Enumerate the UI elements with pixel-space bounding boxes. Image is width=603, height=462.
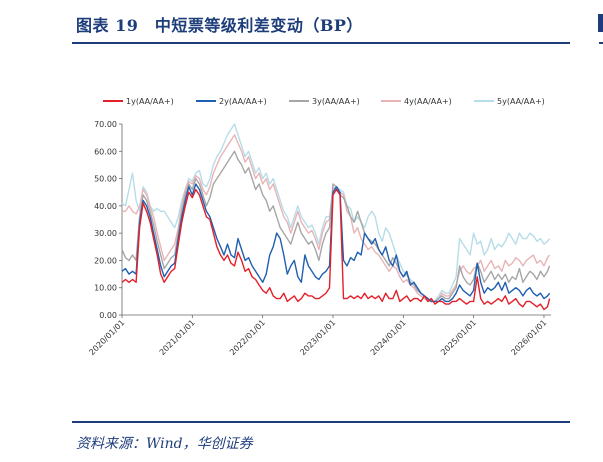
series-line-1y <box>121 188 551 311</box>
title-divider <box>72 42 570 44</box>
y-axis: 0.00 10.00 20.00 30.00 40.00 50.00 60.00 70.00 <box>94 120 123 320</box>
y-tick-label: 50.00 <box>94 175 117 184</box>
y-tick-label: 10.00 <box>94 284 117 293</box>
x-tick-label: 2022/01/01 <box>228 318 267 357</box>
y-tick-label: 20.00 <box>94 256 117 265</box>
y-tick-label: 60.00 <box>94 147 117 156</box>
legend-label: 4y(AA/AA+) <box>404 97 452 106</box>
series-line-3y <box>121 150 551 303</box>
title-divider-edge <box>599 42 603 44</box>
series-line-5y <box>121 123 551 303</box>
x-axis: 2020/01/01 2021/01/01 2022/01/01 2023/01/01… <box>87 314 551 357</box>
legend-label: 5y(AA/AA+) <box>497 97 545 106</box>
y-tick-label: 40.00 <box>94 202 117 211</box>
y-tick-label: 30.00 <box>94 229 117 238</box>
x-tick-label: 2024/01/01 <box>369 318 408 357</box>
page-edge-mark <box>598 14 603 32</box>
series-line-2y <box>121 183 551 303</box>
x-tick-label: 2025/01/01 <box>439 318 478 357</box>
y-tick-label: 70.00 <box>94 120 117 129</box>
x-tick-label: 2023/01/01 <box>298 318 337 357</box>
x-tick-label: 2020/01/01 <box>87 318 126 357</box>
legend-label: 3y(AA/AA+) <box>312 97 360 106</box>
source-note: 资料来源：Wind，华创证券 <box>76 436 253 452</box>
series-layer <box>121 123 551 311</box>
series-line-4y <box>122 134 551 303</box>
source-divider <box>72 421 570 423</box>
chart-legend: 1y(AA/AA+) 2y(AA/AA+) 3y(AA/AA+) 4y(AA/AA+)… <box>103 97 545 106</box>
y-tick-label: 0.00 <box>99 311 117 320</box>
figure-title: 图表 19 中短票等级利差变动（BP） <box>76 16 363 35</box>
legend-label: 2y(AA/AA+) <box>219 97 267 106</box>
x-tick-label: 2021/01/01 <box>158 318 197 357</box>
x-tick-label: 2026/01/01 <box>509 318 548 357</box>
legend-label: 1y(AA/AA+) <box>126 97 174 106</box>
